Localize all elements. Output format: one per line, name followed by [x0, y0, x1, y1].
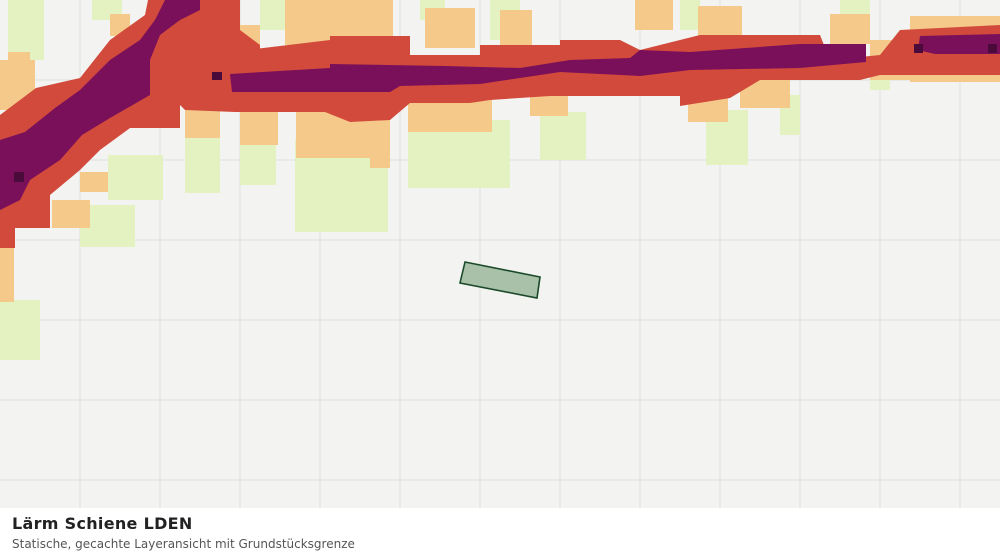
noise-zone-very-high [0, 0, 1000, 210]
map-subtitle: Statische, gecachte Layeransicht mit Gru… [12, 537, 355, 551]
parcel-boundary [459, 261, 541, 299]
noise-zone-extreme [14, 44, 997, 182]
caption: Lärm Schiene LDEN Statische, gecachte La… [0, 508, 1000, 560]
map [0, 0, 1000, 508]
map-title: Lärm Schiene LDEN [12, 514, 193, 533]
